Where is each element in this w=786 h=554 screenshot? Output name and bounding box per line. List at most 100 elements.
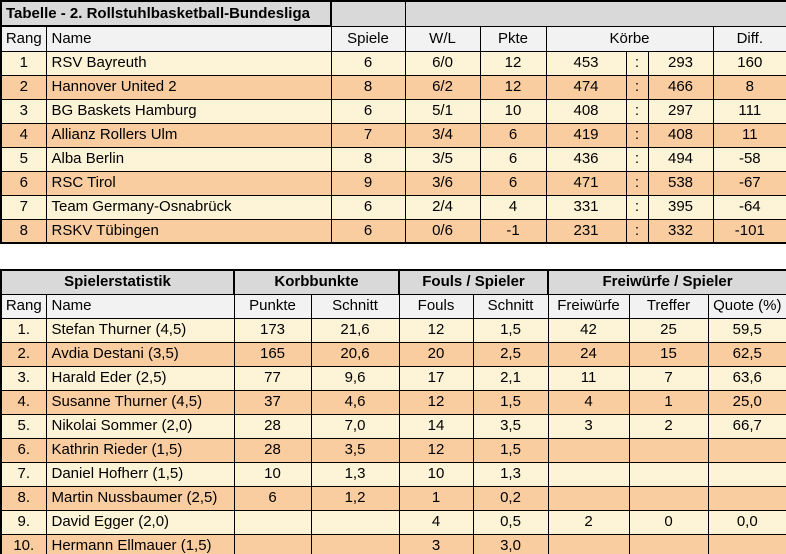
- cell-freiwuerfe: 42: [547, 317, 630, 343]
- cell-name: Alba Berlin: [45, 146, 332, 172]
- cell-games: 7: [330, 122, 406, 148]
- cell-fouls: 1: [398, 485, 474, 511]
- cell-rank: 2: [0, 74, 47, 100]
- cell-fouls: 12: [398, 389, 474, 415]
- cell-rank: 10.: [0, 533, 47, 554]
- cell-rank: 5: [0, 146, 47, 172]
- header-fouls-schnitt: Schnitt: [472, 293, 549, 319]
- cell-punkte: 173: [233, 317, 312, 343]
- cell-name: Hermann Ellmauer (1,5): [45, 533, 235, 554]
- header-koerbe: Körbe: [545, 25, 714, 52]
- cell-wl: 6/0: [404, 50, 481, 76]
- header-diff: Diff.: [712, 25, 786, 52]
- table-row: 8. Martin Nussbaumer (2,5) 6 1,2 1 0,2: [0, 485, 786, 511]
- table-row: 8 RSKV Tübingen 6 0/6 -1 231:332 -101: [0, 218, 786, 244]
- cell-diff: -67: [712, 170, 786, 196]
- cell-points: 6: [479, 170, 547, 196]
- cell-rank: 1: [0, 50, 47, 76]
- cell-fouls: 12: [398, 437, 474, 463]
- cell-name: Stefan Thurner (4,5): [45, 317, 235, 343]
- cell-fouls_schnitt: 1,5: [472, 389, 549, 415]
- cell-wl: 5/1: [404, 98, 481, 124]
- cell-fouls_schnitt: 0,5: [472, 509, 549, 535]
- cell-fouls: 20: [398, 341, 474, 367]
- cell-diff: -64: [712, 194, 786, 220]
- cell-fouls: 10: [398, 461, 474, 487]
- cell-korb_schnitt: 7,0: [310, 413, 400, 439]
- cell-wl: 3/4: [404, 122, 481, 148]
- cell-name: Harald Eder (2,5): [45, 365, 235, 391]
- cell-name: RSKV Tübingen: [45, 218, 332, 244]
- table-row: 10. Hermann Ellmauer (1,5) 3 3,0: [0, 533, 786, 554]
- cell-name: David Egger (2,0): [45, 509, 235, 535]
- table-row: 1 RSV Bayreuth 6 6/0 12 453:293 160: [0, 50, 786, 76]
- cell-rank: 7.: [0, 461, 47, 487]
- cell-conceded: 297: [647, 98, 714, 124]
- cell-colon: :: [625, 122, 649, 148]
- cell-freiwuerfe: 2: [547, 509, 630, 535]
- standings-table: Tabelle - 2. Rollstuhlbasketball-Bundesl…: [0, 0, 786, 244]
- cell-freiwuerfe: 3: [547, 413, 630, 439]
- cell-name: Daniel Hofherr (1,5): [45, 461, 235, 487]
- cell-rank: 4.: [0, 389, 47, 415]
- table-row: 2 Hannover United 2 8 6/2 12 474:466 8: [0, 74, 786, 100]
- cell-rank: 6: [0, 170, 47, 196]
- cell-games: 9: [330, 170, 406, 196]
- cell-games: 8: [330, 146, 406, 172]
- table-row: 7 Team Germany-Osnabrück 6 2/4 4 331:395 -64: [0, 194, 786, 220]
- cell-points: 6: [479, 146, 547, 172]
- cell-fouls_schnitt: 2,5: [472, 341, 549, 367]
- header-rang: Rang: [0, 25, 47, 52]
- cell-fouls: 4: [398, 509, 474, 535]
- table-row: 6. Kathrin Rieder (1,5) 28 3,5 12 1,5: [0, 437, 786, 463]
- cell-rank: 7: [0, 194, 47, 220]
- cell-conceded: 466: [647, 74, 714, 100]
- cell-quote: 66,7: [707, 413, 786, 439]
- cell-freiwuerfe: [547, 437, 630, 463]
- group-header-korbpunkte: Korbbunkte: [232, 269, 401, 295]
- header-rang: Rang: [0, 293, 47, 319]
- group-header-fouls: Fouls / Spieler: [398, 269, 550, 295]
- group-header-freiwuerfe: Freiwürfe / Spieler: [547, 269, 786, 295]
- cell-quote: 62,5: [707, 341, 786, 367]
- cell-diff: 8: [712, 74, 786, 100]
- player-stats-body: 1. Stefan Thurner (4,5) 173 21,6 12 1,5 42 25 59…: [0, 317, 786, 554]
- cell-quote: 25,0: [707, 389, 786, 415]
- cell-korb_schnitt: 20,6: [310, 341, 400, 367]
- cell-conceded: 408: [647, 122, 714, 148]
- cell-fouls_schnitt: 2,1: [472, 365, 549, 391]
- cell-rank: 2.: [0, 341, 47, 367]
- cell-fouls_schnitt: 3,5: [472, 413, 549, 439]
- table-row: 1. Stefan Thurner (4,5) 173 21,6 12 1,5 42 25 59…: [0, 317, 786, 343]
- cell-rank: 3.: [0, 365, 47, 391]
- cell-freiwuerfe: [547, 461, 630, 487]
- cell-quote: 63,6: [707, 365, 786, 391]
- header-name: Name: [45, 25, 332, 52]
- header-korb-schnitt: Schnitt: [310, 293, 400, 319]
- table-row: 5 Alba Berlin 8 3/5 6 436:494 -58: [0, 146, 786, 172]
- cell-name: RSV Bayreuth: [45, 50, 332, 76]
- cell-colon: :: [625, 218, 649, 244]
- cell-name: Martin Nussbaumer (2,5): [45, 485, 235, 511]
- cell-punkte: 10: [233, 461, 312, 487]
- cell-treffer: 0: [628, 509, 709, 535]
- standings-table-title: Tabelle - 2. Rollstuhlbasketball-Bundesl…: [0, 0, 333, 27]
- cell-quote: [707, 461, 786, 487]
- cell-conceded: 494: [647, 146, 714, 172]
- cell-scored: 231: [545, 218, 627, 244]
- cell-fouls: 12: [398, 317, 474, 343]
- cell-treffer: [628, 437, 709, 463]
- cell-punkte: [233, 533, 312, 554]
- header-wl: W/L: [404, 25, 481, 52]
- cell-name: Allianz Rollers Ulm: [45, 122, 332, 148]
- cell-treffer: 25: [628, 317, 709, 343]
- cell-punkte: 6: [233, 485, 312, 511]
- cell-games: 6: [330, 50, 406, 76]
- cell-points: 4: [479, 194, 547, 220]
- cell-fouls_schnitt: 0,2: [472, 485, 549, 511]
- cell-scored: 408: [545, 98, 627, 124]
- cell-scored: 471: [545, 170, 627, 196]
- cell-diff: -58: [712, 146, 786, 172]
- cell-punkte: 37: [233, 389, 312, 415]
